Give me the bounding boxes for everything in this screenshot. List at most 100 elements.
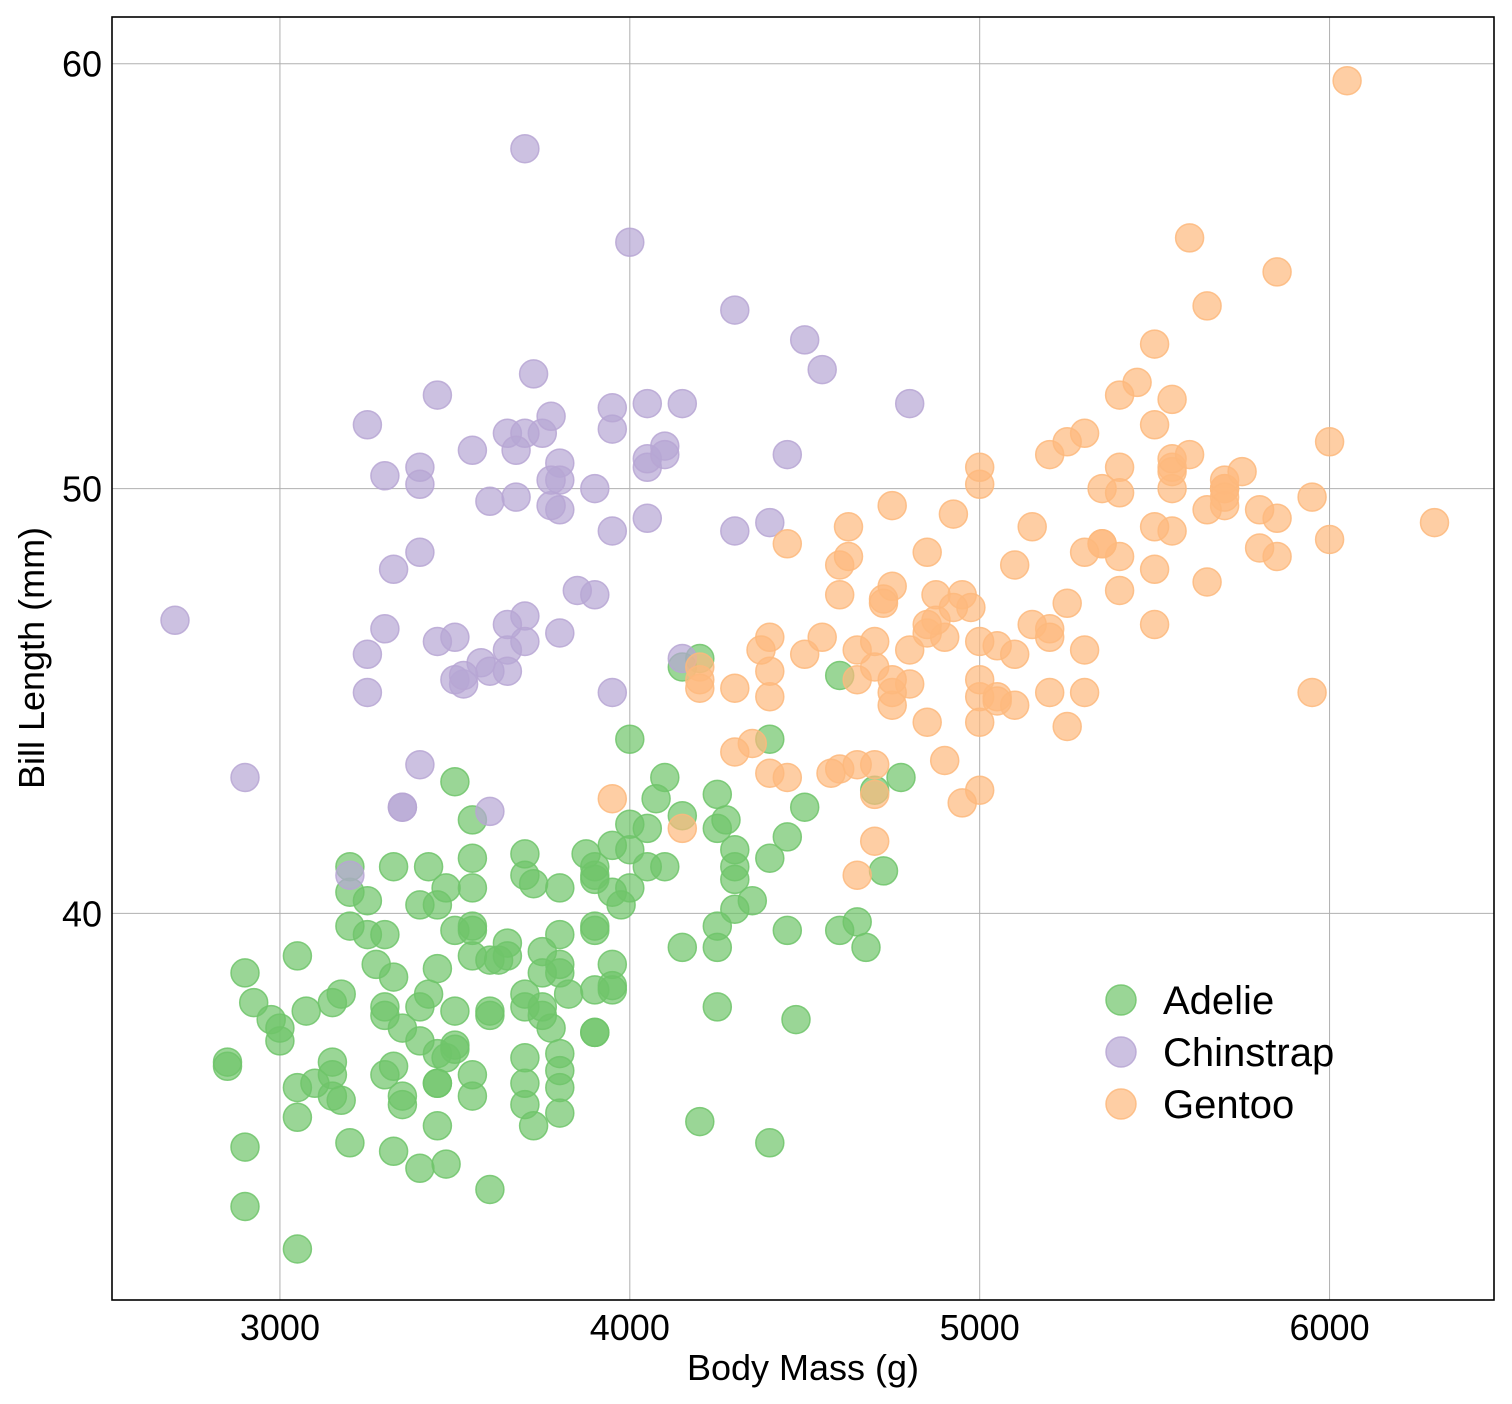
data-point-adelie: [711, 805, 741, 835]
data-point-adelie: [370, 919, 400, 950]
data-point-chinstrap: [545, 618, 575, 648]
data-point-adelie: [641, 783, 671, 814]
data-point-gentoo: [720, 673, 750, 703]
data-point-gentoo: [597, 783, 628, 814]
data-point-adelie: [422, 953, 453, 984]
legend-label-adelie: Adelie: [1163, 979, 1274, 1023]
data-point-gentoo: [1139, 512, 1170, 542]
data-point-adelie: [527, 958, 558, 988]
data-point-chinstrap: [580, 473, 610, 504]
data-point-gentoo: [859, 626, 890, 657]
y-axis-title: Bill Length (mm): [11, 527, 52, 789]
data-point-adelie: [615, 834, 645, 865]
data-point-adelie: [545, 873, 575, 903]
data-point-adelie: [457, 873, 488, 903]
data-point-gentoo: [720, 737, 750, 767]
data-point-chinstrap: [789, 325, 820, 355]
data-point-gentoo: [964, 626, 995, 657]
data-point-chinstrap: [370, 614, 400, 644]
data-point-adelie: [282, 1234, 313, 1264]
data-point-chinstrap: [352, 410, 383, 440]
data-point-adelie: [378, 851, 409, 882]
data-point-gentoo: [1139, 609, 1170, 640]
data-point-gentoo: [1052, 427, 1082, 457]
data-point-adelie: [772, 915, 803, 946]
data-point-chinstrap: [501, 482, 531, 512]
data-point-adelie: [886, 762, 916, 793]
data-point-adelie: [431, 1043, 461, 1073]
data-point-chinstrap: [597, 516, 628, 546]
data-point-adelie: [720, 864, 750, 895]
x-tick-label: 5000: [940, 1307, 1020, 1348]
data-point-gentoo: [964, 664, 995, 695]
data-point-chinstrap: [720, 295, 750, 325]
data-point-chinstrap: [352, 639, 383, 670]
data-point-adelie: [335, 911, 365, 941]
data-point-chinstrap: [422, 626, 453, 657]
data-point-chinstrap: [405, 469, 435, 500]
data-point-adelie: [527, 992, 558, 1022]
data-point-adelie: [824, 915, 855, 946]
x-axis-title: Body Mass (g): [687, 1347, 919, 1388]
data-point-adelie: [510, 1068, 540, 1099]
data-point-chinstrap: [597, 677, 628, 708]
data-point-gentoo: [877, 664, 907, 695]
x-tick-label: 6000: [1290, 1307, 1370, 1348]
data-point-adelie: [789, 792, 820, 822]
data-point-adelie: [265, 1013, 295, 1043]
plot-area-frame: [111, 16, 1495, 1301]
data-point-gentoo: [1262, 257, 1292, 287]
data-point-chinstrap: [230, 762, 260, 793]
data-point-adelie: [413, 851, 444, 882]
data-point-adelie: [440, 996, 470, 1026]
legend-marker-adelie: [1105, 984, 1137, 1016]
data-point-gentoo: [1017, 512, 1047, 542]
data-point-adelie: [457, 843, 488, 873]
y-tick-label: 50: [62, 469, 102, 510]
data-point-chinstrap: [615, 227, 645, 257]
data-point-adelie: [370, 1060, 400, 1090]
data-point-adelie: [335, 1128, 365, 1158]
data-point-adelie: [702, 992, 733, 1022]
data-point-adelie: [650, 851, 680, 882]
data-point-chinstrap: [405, 749, 435, 780]
data-point-adelie: [378, 962, 409, 992]
data-point-chinstrap: [536, 490, 566, 521]
data-point-adelie: [475, 1000, 505, 1031]
data-point-gentoo: [667, 813, 698, 844]
data-point-adelie: [457, 911, 488, 941]
data-point-gentoo: [1244, 495, 1275, 525]
data-point-gentoo: [842, 749, 872, 780]
data-point-chinstrap: [387, 792, 418, 822]
data-point-gentoo: [982, 686, 1012, 716]
data-point-chinstrap: [597, 393, 628, 423]
data-point-adelie: [702, 779, 733, 810]
data-point-chinstrap: [475, 486, 505, 517]
data-point-gentoo: [1314, 427, 1345, 457]
data-point-adelie: [492, 941, 523, 971]
data-point-adelie: [615, 724, 645, 754]
data-point-gentoo: [912, 537, 942, 568]
data-point-chinstrap: [536, 465, 566, 495]
legend-marker-chinstrap: [1105, 1036, 1137, 1068]
data-point-adelie: [457, 1081, 488, 1111]
data-point-adelie: [615, 809, 645, 839]
data-point-gentoo: [1104, 478, 1135, 508]
data-point-adelie: [545, 1055, 575, 1086]
data-point-gentoo: [999, 639, 1030, 670]
data-point-adelie: [755, 1128, 785, 1158]
data-point-gentoo: [1192, 495, 1222, 525]
data-point-gentoo: [807, 622, 837, 653]
data-point-gentoo: [755, 681, 785, 712]
data-point-adelie: [606, 890, 636, 920]
data-point-gentoo: [1297, 482, 1327, 512]
data-point-gentoo: [877, 690, 907, 720]
data-point-adelie: [868, 856, 899, 886]
data-point-adelie: [851, 932, 881, 963]
data-point-chinstrap: [755, 507, 785, 538]
data-point-adelie: [440, 766, 470, 797]
data-point-gentoo: [947, 788, 977, 818]
data-point-gentoo: [964, 452, 995, 483]
data-point-gentoo: [1034, 622, 1065, 653]
